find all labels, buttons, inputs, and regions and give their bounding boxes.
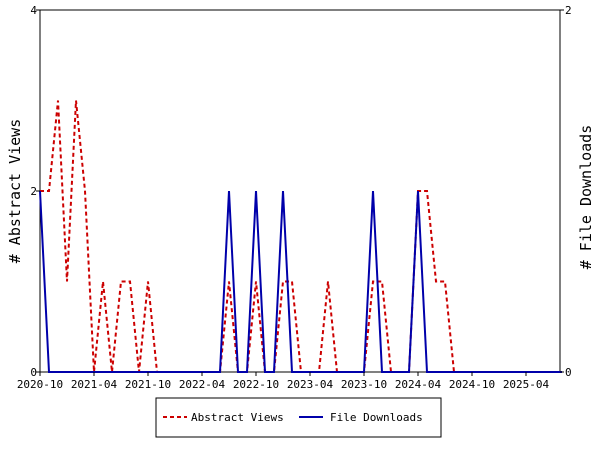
x-tick-label-2022-10: 2022-10 [233, 378, 279, 391]
y-tick-label-4: 4 [30, 4, 37, 17]
x-tick-label-2023-10: 2023-10 [341, 378, 387, 391]
series-line-file-downloads [39, 190, 562, 373]
legend-label-abstract-views: Abstract Views [191, 411, 284, 424]
series-layer [39, 100, 562, 373]
legend-box [155, 397, 442, 438]
legend: Abstract Views File Downloads [155, 397, 442, 438]
y-tick-label-0: 0 [30, 366, 37, 379]
plot-area [39, 9, 561, 373]
x-tick-label-2024-04: 2024-04 [395, 378, 442, 391]
y2-axis-title: # File Downloads [577, 125, 595, 270]
x-tick-label-2021-10: 2021-10 [125, 378, 171, 391]
y-axis-title: # Abstract Views [6, 119, 24, 264]
plot-frame [39, 9, 561, 373]
y2-tick-label-2: 2 [565, 4, 572, 17]
legend-label-file-downloads: File Downloads [330, 411, 423, 424]
x-tick-label-2024-10: 2024-10 [449, 378, 495, 391]
x-tick-label-2025-04: 2025-04 [503, 378, 550, 391]
x-tick-label-2022-04: 2022-04 [179, 378, 226, 391]
x-tick-label-2021-04: 2021-04 [71, 378, 118, 391]
y-tick-label-2: 2 [30, 185, 37, 198]
y2-tick-label-0: 0 [565, 366, 572, 379]
axis-layer: 2020-10 2021-04 2021-10 2022-04 2022-10 2023-… [17, 4, 572, 391]
x-tick-label-2020-10: 2020-10 [17, 378, 63, 391]
x-tick-label-2023-04: 2023-04 [287, 378, 334, 391]
